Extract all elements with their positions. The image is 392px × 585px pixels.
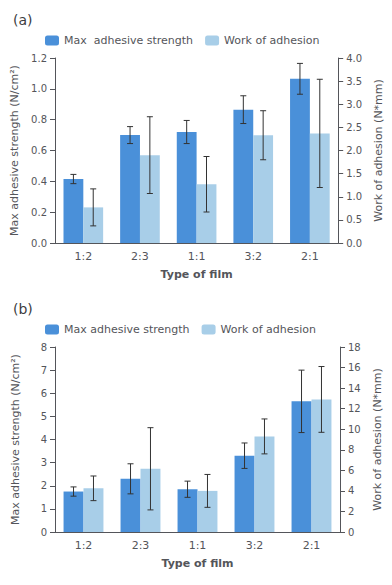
svg-text:Type of film: Type of film [161,557,233,570]
svg-text:16: 16 [348,362,361,373]
svg-text:Work of adhesion (N*mm): Work of adhesion (N*mm) [372,79,385,222]
svg-text:1:1: 1:1 [188,250,206,263]
svg-text:2.5: 2.5 [346,122,362,133]
svg-text:Work of adhesion (N*mm): Work of adhesion (N*mm) [371,368,384,511]
svg-text:3:2: 3:2 [246,539,264,552]
svg-text:8: 8 [348,444,354,455]
svg-text:0.5: 0.5 [346,214,362,225]
svg-text:1: 1 [41,503,47,514]
svg-text:1.0: 1.0 [346,191,362,202]
svg-text:12: 12 [348,403,361,414]
svg-text:7: 7 [41,365,47,376]
svg-text:Type of film: Type of film [161,268,233,281]
svg-text:1.5: 1.5 [346,168,362,179]
svg-text:14: 14 [348,383,361,394]
svg-text:6: 6 [348,465,354,476]
svg-text:2:3: 2:3 [132,539,150,552]
svg-text:0.4: 0.4 [31,176,47,187]
svg-text:1:2: 1:2 [74,250,92,263]
svg-text:(a): (a) [13,12,33,28]
svg-text:0.8: 0.8 [31,114,47,125]
svg-text:0.6: 0.6 [31,145,47,156]
svg-text:Max adhesive strength: Max adhesive strength [64,34,193,47]
svg-text:4: 4 [41,434,47,445]
svg-text:0.0: 0.0 [346,238,362,249]
svg-text:8: 8 [41,342,47,353]
svg-text:4: 4 [348,485,354,496]
svg-text:Max adhesive strength: Max adhesive strength [64,323,190,336]
svg-text:1:1: 1:1 [189,539,207,552]
svg-text:(b): (b) [13,301,33,317]
svg-text:2:3: 2:3 [131,250,149,263]
svg-text:2.0: 2.0 [346,145,362,156]
svg-text:1:2: 1:2 [75,539,93,552]
svg-text:Max adhesive strength (N/cm²): Max adhesive strength (N/cm²) [9,354,22,525]
svg-text:3.0: 3.0 [346,99,362,110]
svg-text:2: 2 [41,480,47,491]
svg-text:10: 10 [348,424,361,435]
svg-text:0.2: 0.2 [31,207,47,218]
svg-text:1.0: 1.0 [31,83,47,94]
svg-text:2: 2 [348,506,354,517]
svg-text:3:2: 3:2 [244,250,262,263]
svg-text:3.5: 3.5 [346,76,362,87]
svg-text:5: 5 [41,411,47,422]
svg-text:2:1: 2:1 [303,539,321,552]
svg-text:Max adhesive strength (N/cm²): Max adhesive strength (N/cm²) [8,65,21,236]
svg-text:Work of adhesion: Work of adhesion [224,34,319,47]
svg-text:0.0: 0.0 [31,238,47,249]
svg-text:0: 0 [348,527,354,538]
svg-text:6: 6 [41,388,47,399]
svg-text:Work of adhesion: Work of adhesion [221,323,316,336]
svg-text:3: 3 [41,457,47,468]
svg-text:4.0: 4.0 [346,53,362,64]
svg-text:2:1: 2:1 [301,250,319,263]
svg-text:1.2: 1.2 [31,53,47,64]
svg-text:0: 0 [41,527,47,538]
svg-text:18: 18 [348,342,361,353]
